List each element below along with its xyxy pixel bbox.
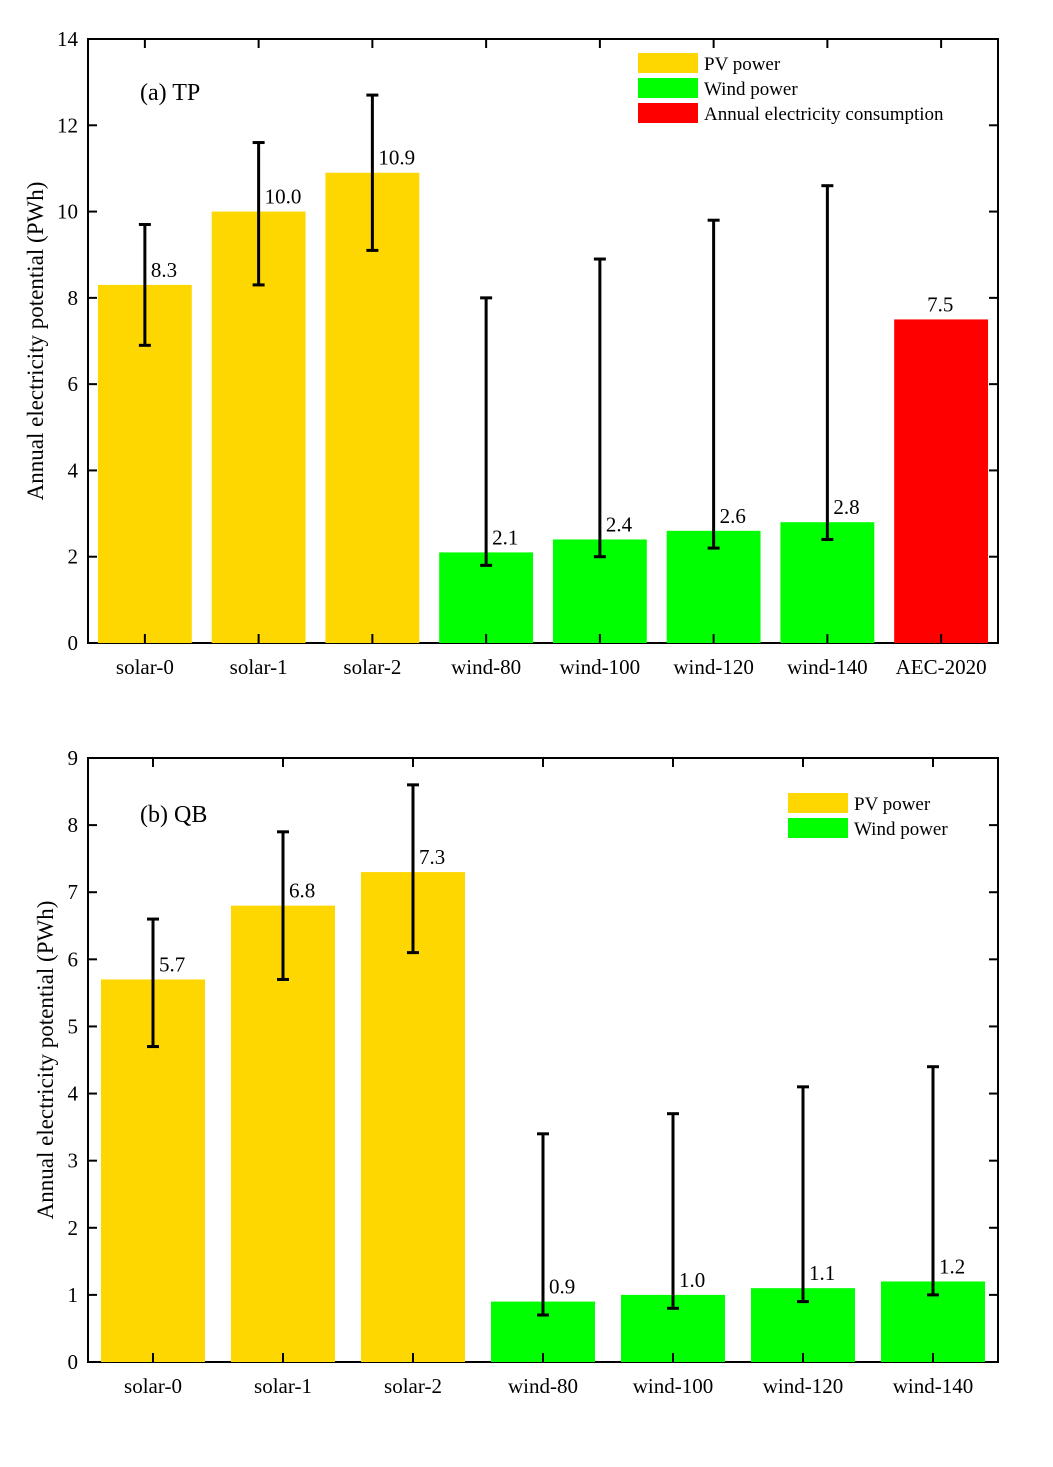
x-tick-label-wind-140: wind-140 [787, 655, 868, 679]
panel-a-error-bars [138, 93, 834, 567]
panel-a-plot-frame [87, 38, 999, 644]
error-bar-solar-1 [252, 141, 265, 287]
value-label-AEC-2020: 7.5 [927, 292, 953, 316]
error-bar-wind-100 [667, 1112, 679, 1310]
y-tick-label: 2 [68, 1216, 79, 1240]
x-tick-label-wind-120: wind-120 [673, 655, 754, 679]
bar-AEC-2020 [894, 319, 989, 643]
error-bar-wind-140 [927, 1065, 939, 1297]
legend-swatch-aec [638, 103, 698, 123]
x-tick-label-solar-0: solar-0 [124, 1374, 182, 1398]
error-bar-solar-0 [138, 223, 151, 347]
y-tick-label: 6 [68, 372, 79, 396]
y-tick-label: 2 [68, 545, 79, 569]
panel-a-y-axis-label: Annual electricity potential (PWh) [23, 182, 48, 501]
x-tick-label-AEC-2020: AEC-2020 [896, 655, 987, 679]
x-tick-label-solar-0: solar-0 [116, 655, 174, 679]
error-bar-solar-2 [407, 783, 419, 955]
legend-swatch-wind [788, 818, 848, 838]
y-tick-label: 4 [68, 458, 79, 482]
panel-a-bars [97, 172, 989, 644]
x-tick-label-wind-80: wind-80 [508, 1374, 578, 1398]
y-tick-label: 9 [68, 746, 79, 770]
panel-b-y-axis: 0 1 2 3 4 5 6 7 8 9 [68, 746, 998, 1374]
y-tick-label: 4 [68, 1082, 79, 1106]
error-bar-solar-1 [277, 830, 289, 981]
y-tick-label: 8 [68, 813, 79, 837]
x-tick-label-solar-2: solar-2 [384, 1374, 442, 1398]
y-tick-label: 0 [68, 631, 79, 655]
panel-a-title: (a) TP [140, 80, 200, 106]
panel-b-value-labels: 5.7 6.8 7.3 0.9 1.0 1.1 1.2 [159, 845, 965, 1299]
error-bar-solar-0 [147, 917, 159, 1049]
value-label-solar-0: 8.3 [151, 258, 177, 282]
panel-a-y-axis: 0 2 4 6 8 10 12 14 [57, 27, 998, 655]
x-tick-label-wind-100: wind-100 [633, 1374, 714, 1398]
x-tick-label-wind-120: wind-120 [763, 1374, 844, 1398]
value-label-wind-140: 2.8 [833, 495, 859, 519]
error-bar-wind-120 [797, 1085, 809, 1304]
panel-a-chart: (a) TP Annual electricity potential (PWh… [23, 27, 999, 679]
y-tick-label: 7 [68, 880, 79, 904]
value-label-solar-2: 10.9 [378, 146, 415, 170]
legend-swatch-pv [638, 53, 698, 73]
panel-b-title: (b) QB [140, 802, 207, 828]
y-tick-label: 3 [68, 1149, 79, 1173]
x-tick-label-wind-100: wind-100 [560, 655, 641, 679]
value-label-wind-80: 0.9 [549, 1275, 575, 1299]
y-tick-label: 14 [57, 27, 79, 51]
panel-b-error-bars [147, 783, 939, 1317]
legend-label-aec: Annual electricity consumption [704, 104, 944, 125]
panel-a-legend: PV power Wind power Annual electricity con… [638, 53, 944, 125]
panel-b-chart: (b) QB Annual electricity potential (PWh… [33, 746, 999, 1398]
legend-swatch-wind [638, 78, 698, 98]
value-label-wind-100: 1.0 [679, 1268, 705, 1292]
y-tick-label: 8 [68, 286, 79, 310]
legend-label-pv: PV power [704, 54, 781, 75]
value-label-wind-100: 2.4 [606, 512, 633, 536]
error-bar-wind-140 [821, 184, 834, 541]
error-bar-wind-80 [537, 1132, 549, 1317]
x-tick-label-wind-80: wind-80 [451, 655, 521, 679]
value-label-wind-80: 2.1 [492, 525, 518, 549]
legend-swatch-pv [788, 793, 848, 813]
x-tick-label-solar-2: solar-2 [343, 655, 401, 679]
panel-a-x-axis: solar-0 solar-1 solar-2 wind-80 wind-100 wind… [116, 39, 987, 679]
y-tick-label: 1 [68, 1283, 79, 1307]
bar-wind-140 [780, 522, 875, 643]
error-bar-wind-80 [480, 296, 493, 567]
x-tick-label-solar-1: solar-1 [254, 1374, 312, 1398]
value-label-solar-2: 7.3 [419, 845, 445, 869]
legend-label-wind: Wind power [854, 819, 948, 840]
x-tick-label-solar-1: solar-1 [230, 655, 288, 679]
bar-wind-80 [439, 552, 534, 643]
y-tick-label: 12 [57, 113, 78, 137]
error-bar-solar-2 [366, 93, 379, 252]
y-tick-label: 6 [68, 947, 79, 971]
y-tick-label: 5 [68, 1014, 79, 1038]
value-label-solar-1: 10.0 [265, 185, 302, 209]
value-label-wind-120: 1.1 [809, 1261, 835, 1285]
value-label-solar-0: 5.7 [159, 952, 185, 976]
value-label-wind-120: 2.6 [720, 504, 746, 528]
bar-solar-1 [231, 905, 335, 1362]
legend-label-pv: PV power [854, 794, 931, 815]
panel-b-legend: PV power Wind power [788, 793, 948, 840]
y-tick-label: 0 [68, 1350, 79, 1374]
y-tick-label: 10 [57, 200, 78, 224]
error-bar-wind-100 [593, 257, 606, 559]
value-label-wind-140: 1.2 [939, 1254, 965, 1278]
legend-label-wind: Wind power [704, 79, 798, 100]
panel-b-y-axis-label: Annual electricity potential (PWh) [33, 901, 58, 1220]
x-tick-label-wind-140: wind-140 [893, 1374, 974, 1398]
panel-b-x-axis: solar-0 solar-1 solar-2 wind-80 wind-100 wind… [124, 758, 973, 1398]
panel-a-value-labels: 8.3 10.0 10.9 2.1 2.4 2.6 2.8 7.5 [151, 146, 954, 550]
value-label-solar-1: 6.8 [289, 879, 315, 903]
error-bar-wind-120 [707, 218, 720, 550]
